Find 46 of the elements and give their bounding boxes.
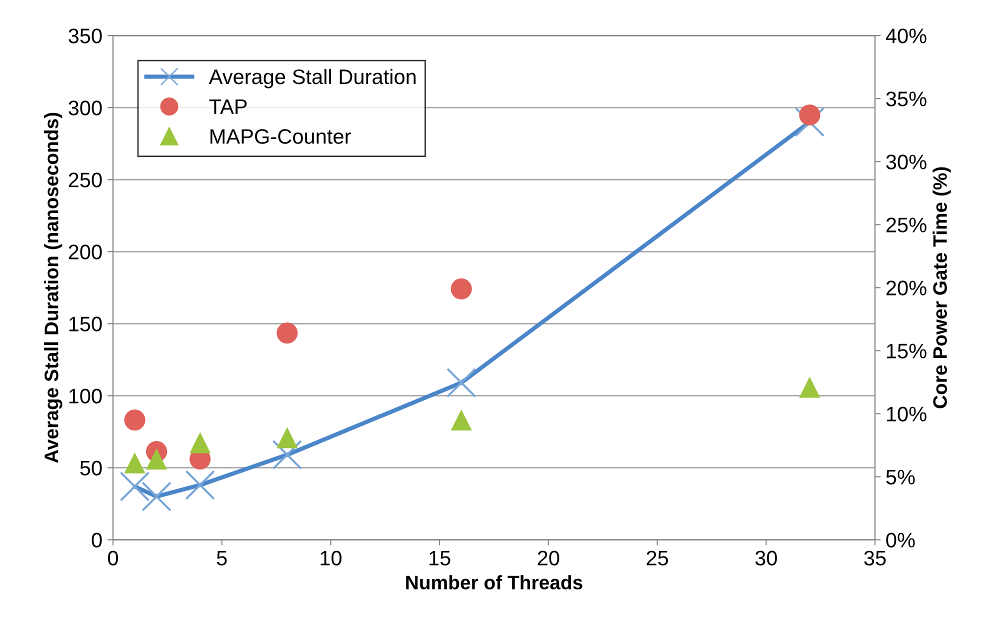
point	[124, 452, 146, 474]
x-tick-label: 10	[320, 550, 342, 566]
point	[190, 432, 211, 454]
y-axis-title: Average Stall Duration (nanoseconds)	[44, 112, 62, 463]
point	[272, 440, 302, 470]
y2-tick-label: 15%	[887, 344, 926, 358]
legend-label: MAPG-Counter	[210, 129, 351, 144]
point	[450, 409, 472, 431]
point	[276, 322, 298, 344]
point	[446, 368, 476, 398]
point	[276, 427, 298, 448]
legend-label: Average Stall Duration	[208, 68, 416, 88]
y2-tick-label: 30%	[886, 154, 926, 170]
x-tick-label: 0	[108, 550, 118, 566]
point	[120, 472, 150, 502]
point	[450, 278, 472, 300]
y2-tick-label: 35%	[886, 92, 926, 106]
y2-tick-label: 40%	[886, 28, 926, 44]
point	[799, 104, 820, 126]
x-tick-label: 15	[430, 550, 450, 566]
point	[185, 470, 216, 500]
y2-tick-label: 10%	[887, 406, 926, 422]
y-tick-label: 350	[68, 28, 102, 44]
y2-tick-label: 5%	[886, 470, 915, 484]
y-tick-label: 100	[69, 388, 102, 404]
x-tick-label: 35	[864, 550, 886, 566]
y2-tick-label: 25%	[886, 218, 926, 232]
y2-axis-title: Core Power Gate Time (%)	[932, 167, 951, 408]
point	[146, 448, 168, 470]
x-tick-label: 5	[216, 550, 227, 566]
x-tick-label: 20	[538, 550, 560, 566]
point	[142, 482, 172, 512]
y-tick-label: 250	[68, 172, 102, 188]
point	[799, 376, 820, 398]
x-axis-title: Number of Threads	[406, 575, 582, 590]
y-tick-label: 200	[68, 244, 102, 260]
point	[124, 409, 146, 431]
legend-label: TAP	[209, 100, 247, 114]
x-tick-label: 25	[646, 550, 668, 566]
y2-tick-label: 0%	[886, 532, 915, 548]
y-tick-label: 150	[69, 316, 102, 332]
y2-tick-label: 20%	[886, 280, 926, 296]
y-tick-label: 0	[92, 532, 102, 548]
x-tick-label: 30	[755, 550, 777, 566]
y-tick-label: 50	[80, 460, 102, 476]
y-tick-label: 300	[68, 100, 102, 116]
